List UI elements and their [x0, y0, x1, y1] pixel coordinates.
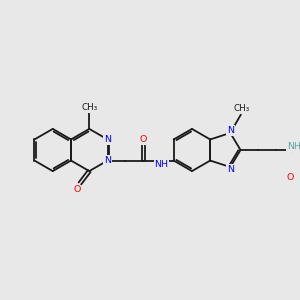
Text: N: N — [227, 126, 234, 135]
Text: NH: NH — [154, 160, 169, 169]
Text: N: N — [104, 156, 111, 165]
Text: O: O — [140, 135, 147, 144]
Text: CH₃: CH₃ — [81, 103, 98, 112]
Text: CH₃: CH₃ — [233, 104, 250, 113]
Text: O: O — [286, 173, 294, 182]
Text: NH: NH — [287, 142, 300, 151]
Text: N: N — [104, 135, 111, 144]
Text: O: O — [73, 185, 81, 194]
Text: N: N — [227, 165, 234, 174]
